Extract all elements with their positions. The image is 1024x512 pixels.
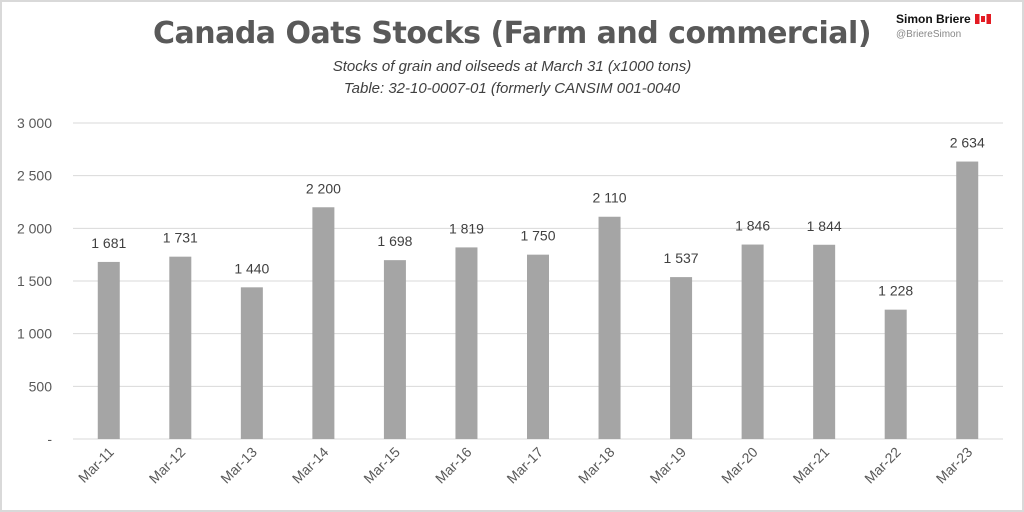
brand-name-text: Simon Briere	[896, 12, 971, 26]
x-tick-label: Mar-20	[718, 444, 761, 487]
data-label: 1 698	[377, 233, 412, 249]
bar	[670, 277, 693, 439]
x-tick-label: Mar-14	[289, 444, 332, 487]
y-tick-label: -	[47, 431, 52, 447]
bar	[884, 309, 907, 439]
x-tick-label: Mar-21	[790, 444, 833, 487]
bar	[956, 161, 979, 439]
x-tick-label: Mar-11	[75, 444, 117, 486]
y-tick-label: 500	[29, 378, 53, 394]
data-label: 1 537	[664, 250, 699, 266]
bar	[97, 261, 120, 439]
y-tick-label: 2 500	[17, 168, 52, 184]
bar	[169, 256, 192, 439]
x-tick-label: Mar-18	[575, 444, 618, 487]
bar	[312, 207, 335, 439]
data-label: 1 819	[449, 220, 484, 236]
data-label: 1 681	[91, 235, 126, 251]
y-tick-label: 1 000	[17, 326, 52, 342]
y-tick-label: 3 000	[17, 115, 52, 131]
data-label: 1 846	[735, 218, 770, 234]
x-tick-label: Mar-22	[861, 444, 904, 487]
canada-flag-icon	[974, 14, 991, 24]
data-label: 1 844	[807, 218, 842, 234]
bar	[383, 260, 406, 439]
y-tick-label: 1 500	[17, 273, 52, 289]
data-label: 1 440	[234, 260, 269, 276]
chart-subtitle-2: Table: 32-10-0007-01 (formerly CANSIM 00…	[343, 80, 681, 97]
x-tick-label: Mar-19	[647, 444, 690, 487]
bar	[455, 247, 478, 439]
data-label: 1 731	[163, 230, 198, 246]
y-tick-label: 2 000	[17, 220, 52, 236]
bar	[813, 244, 836, 439]
chart-subtitle-1: Stocks of grain and oilseeds at March 31…	[332, 58, 692, 75]
brand-handle: @BriereSimon	[896, 29, 962, 40]
x-tick-label: Mar-23	[933, 444, 976, 487]
x-tick-label: Mar-13	[217, 444, 260, 487]
data-label: 1 750	[520, 228, 555, 244]
bar	[598, 216, 621, 439]
bar	[741, 244, 764, 439]
data-label: 2 200	[306, 180, 341, 196]
bar	[240, 287, 263, 439]
x-tick-label: Mar-16	[432, 444, 475, 487]
data-label: 1 228	[878, 283, 913, 299]
brand-name: Simon Briere	[896, 12, 991, 26]
data-label: 2 634	[950, 135, 985, 151]
chart-title: Canada Oats Stocks (Farm and commercial)	[152, 16, 872, 51]
x-tick-label: Mar-17	[503, 444, 546, 487]
data-label: 2 110	[593, 190, 627, 206]
x-tick-label: Mar-15	[360, 444, 403, 487]
x-tick-label: Mar-12	[146, 444, 189, 487]
bar	[527, 254, 549, 439]
